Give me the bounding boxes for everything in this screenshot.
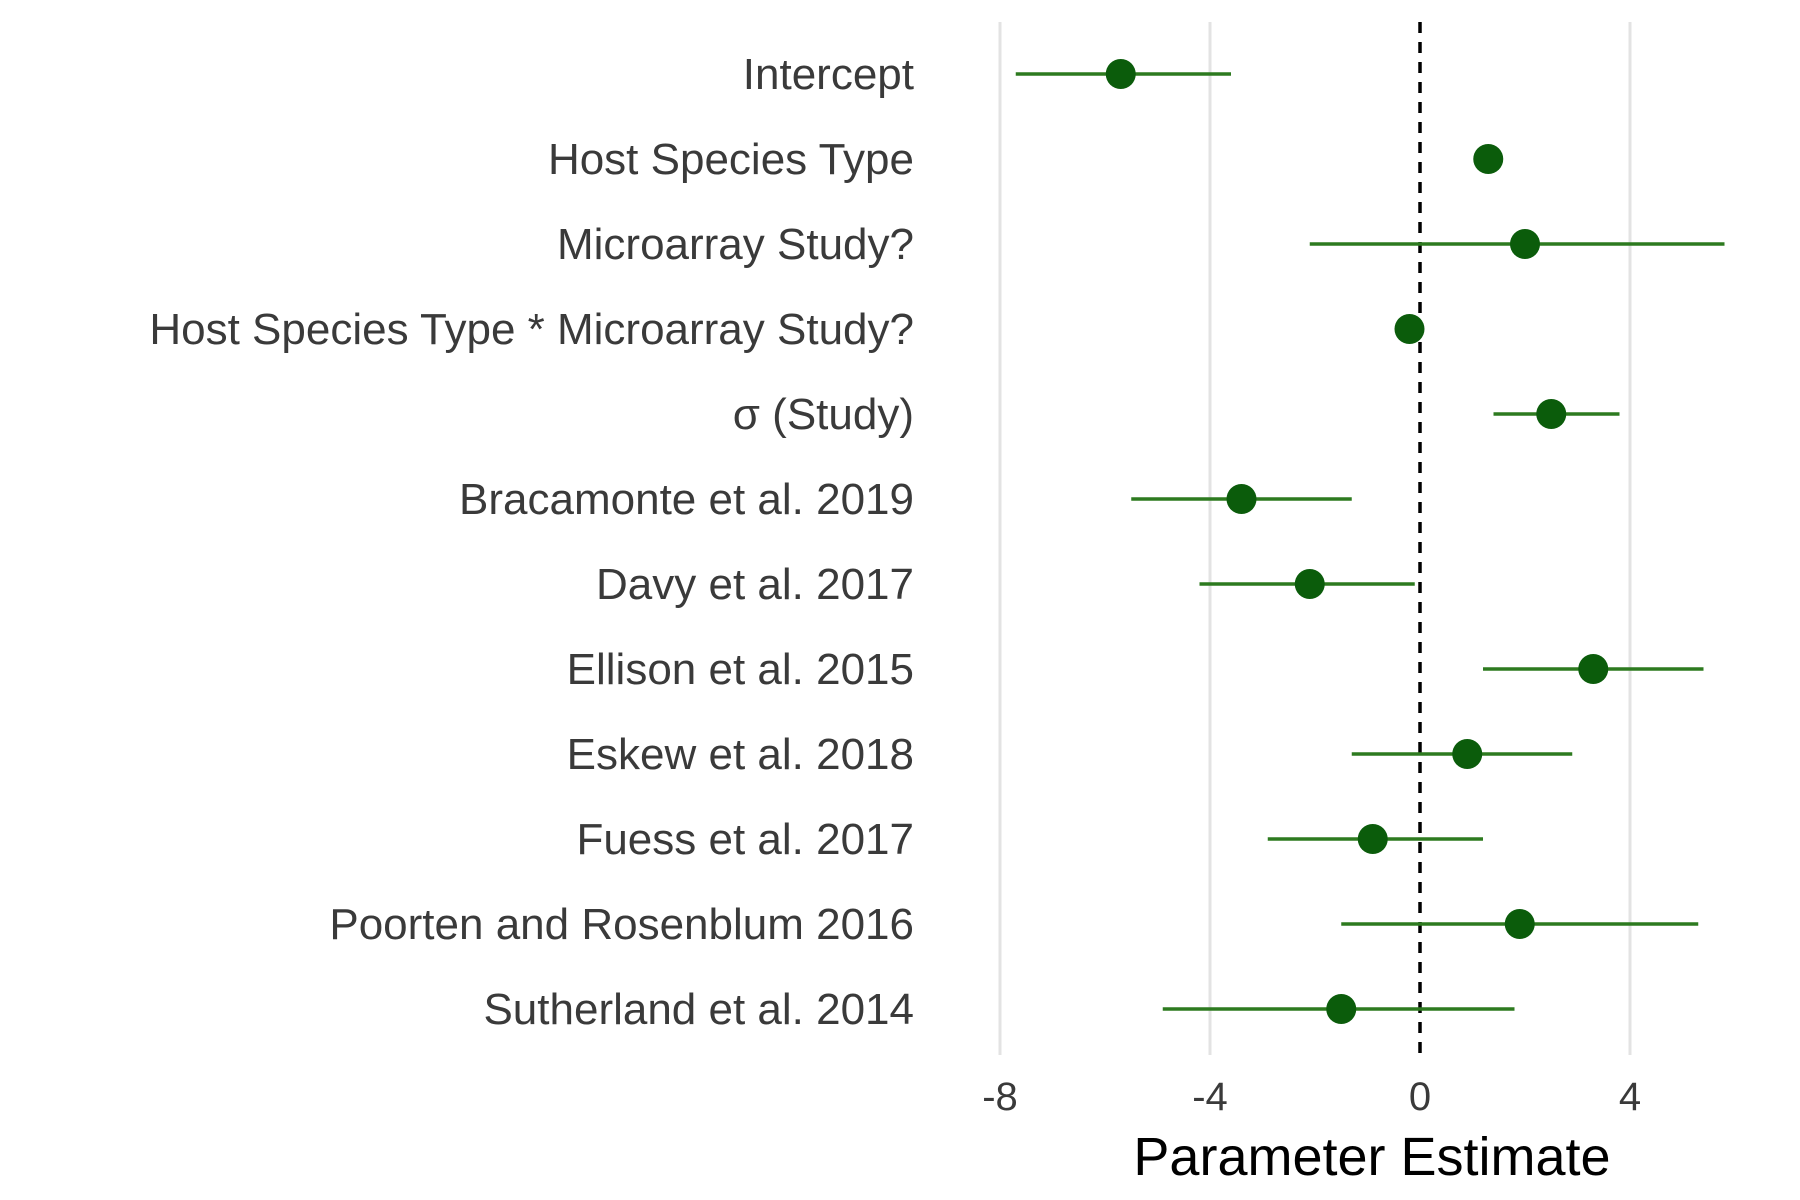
row-label: Host Species Type * Microarray Study? (149, 305, 914, 354)
x-axis-title: Parameter Estimate (1133, 1127, 1610, 1187)
row-label: Davy et al. 2017 (596, 560, 914, 609)
row-label: Eskew et al. 2018 (567, 730, 914, 779)
row-label: Fuess et al. 2017 (576, 815, 914, 864)
row-label: Intercept (743, 50, 914, 99)
estimate-point (1578, 654, 1609, 684)
row-label: Bracamonte et al. 2019 (459, 475, 914, 524)
x-tick-label: 0 (1409, 1075, 1431, 1119)
x-tick-label: -8 (982, 1075, 1018, 1119)
estimate-point (1394, 314, 1425, 344)
row-label: Poorten and Rosenblum 2016 (329, 900, 914, 949)
estimate-point (1536, 399, 1567, 429)
row-label: Host Species Type (548, 135, 914, 184)
estimate-point (1510, 229, 1540, 259)
estimate-point (1226, 484, 1257, 514)
estimate-point (1357, 824, 1388, 854)
point-group (1105, 59, 1609, 1024)
estimate-point (1452, 739, 1483, 769)
row-label: Ellison et al. 2015 (567, 645, 914, 694)
estimate-point (1294, 569, 1325, 599)
row-label: Microarray Study? (557, 220, 914, 269)
x-tick-label: -4 (1192, 1075, 1228, 1119)
row-labels: Intercept Host Species Type Microarray Stu… (149, 50, 914, 1034)
row-label: Sutherland et al. 2014 (483, 985, 914, 1034)
estimate-point (1105, 59, 1136, 89)
grid-lines (998, 22, 1632, 1055)
estimate-point (1473, 144, 1504, 174)
row-label: σ (Study) (733, 390, 914, 439)
x-tick-labels: -8 -4 0 4 (982, 1075, 1641, 1119)
interval-group (1015, 72, 1725, 1011)
estimate-point (1504, 909, 1535, 939)
x-tick-label: 4 (1619, 1075, 1641, 1119)
estimate-point (1326, 994, 1357, 1024)
